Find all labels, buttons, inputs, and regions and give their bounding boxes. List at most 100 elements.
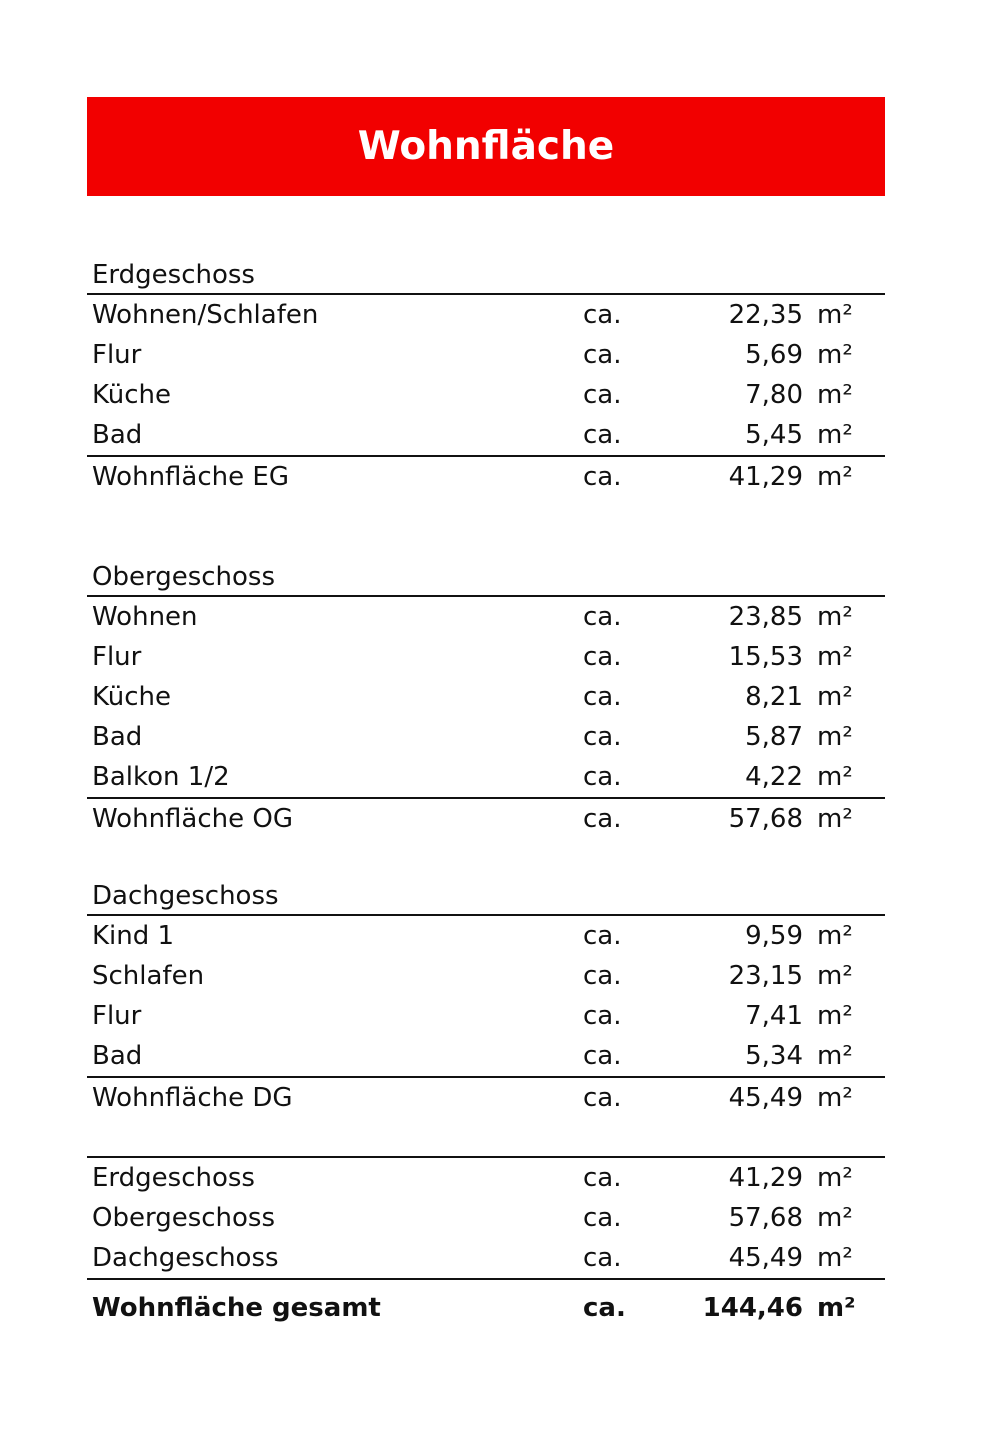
approx-prefix: ca.: [583, 762, 622, 792]
table-row: Bad ca. 5,45 m²: [87, 415, 885, 455]
table-row: Balkon 1/2 ca. 4,22 m²: [87, 757, 885, 797]
area-value: 22,35: [728, 300, 803, 330]
area-value: 23,15: [728, 961, 803, 991]
unit: m²: [817, 1243, 853, 1273]
section-title: Erdgeschoss: [87, 255, 885, 295]
area-value: 57,68: [728, 1203, 803, 1233]
table-row: Küche ca. 8,21 m²: [87, 677, 885, 717]
row-label: Wohnen/Schlafen: [92, 300, 319, 330]
row-label: Obergeschoss: [92, 562, 276, 592]
row-label: Kind 1: [92, 921, 175, 951]
unit: m²: [817, 1293, 856, 1323]
unit: m²: [817, 1001, 853, 1031]
area-value: 8,21: [745, 682, 803, 712]
area-value: 5,87: [745, 722, 803, 752]
row-label: Bad: [92, 420, 143, 450]
unit: m²: [817, 642, 853, 672]
summary-row: Obergeschoss ca. 57,68 m²: [87, 1198, 885, 1238]
unit: m²: [817, 804, 853, 834]
unit: m²: [817, 420, 853, 450]
approx-prefix: ca.: [583, 1163, 622, 1193]
approx-prefix: ca.: [583, 380, 622, 410]
table-row: Bad ca. 5,87 m²: [87, 717, 885, 757]
approx-prefix: ca.: [583, 804, 622, 834]
row-label: Wohnfläche EG: [92, 462, 289, 492]
area-value: 45,49: [728, 1243, 803, 1273]
row-label: Balkon 1/2: [92, 762, 230, 792]
section-obergeschoss: Obergeschoss Wohnen ca. 23,85 m² Flur ca. 15,53…: [87, 557, 885, 837]
area-value: 5,69: [745, 340, 803, 370]
unit: m²: [817, 1163, 853, 1193]
table-row: Kind 1 ca. 9,59 m²: [87, 916, 885, 956]
section-title: Obergeschoss: [87, 557, 885, 597]
table-row: Küche ca. 7,80 m²: [87, 375, 885, 415]
table-row: Flur ca. 5,69 m²: [87, 335, 885, 375]
unit: m²: [817, 462, 853, 492]
unit: m²: [817, 380, 853, 410]
row-label: Erdgeschoss: [92, 1163, 255, 1193]
row-label: Wohnen: [92, 602, 198, 632]
area-value: 41,29: [728, 1163, 803, 1193]
section-title: Dachgeschoss: [87, 876, 885, 916]
section-erdgeschoss: Erdgeschoss Wohnen/Schlafen ca. 22,35 m² Flur…: [87, 255, 885, 495]
area-value: 23,85: [728, 602, 803, 632]
approx-prefix: ca.: [583, 682, 622, 712]
table-row: Schlafen ca. 23,15 m²: [87, 956, 885, 996]
approx-prefix: ca.: [583, 1293, 626, 1323]
area-value: 9,59: [745, 921, 803, 951]
total-row: Wohnfläche gesamt ca. 144,46 m²: [87, 1278, 885, 1328]
section-dachgeschoss: Dachgeschoss Kind 1 ca. 9,59 m² Schlafen ca. 23…: [87, 876, 885, 1116]
approx-prefix: ca.: [583, 921, 622, 951]
approx-prefix: ca.: [583, 961, 622, 991]
area-value: 5,45: [745, 420, 803, 450]
table-row: Flur ca. 15,53 m²: [87, 637, 885, 677]
subtotal-row: Wohnfläche EG ca. 41,29 m²: [87, 455, 885, 495]
area-value: 5,34: [745, 1041, 803, 1071]
area-value: 15,53: [728, 642, 803, 672]
approx-prefix: ca.: [583, 340, 622, 370]
page-title: Wohnfläche: [357, 124, 615, 169]
approx-prefix: ca.: [583, 1203, 622, 1233]
approx-prefix: ca.: [583, 1041, 622, 1071]
summary-row: Dachgeschoss ca. 45,49 m²: [87, 1238, 885, 1278]
subtotal-row: Wohnfläche OG ca. 57,68 m²: [87, 797, 885, 837]
approx-prefix: ca.: [583, 420, 622, 450]
title-banner: Wohnfläche: [87, 97, 885, 196]
row-label: Flur: [92, 1001, 142, 1031]
area-value: 4,22: [745, 762, 803, 792]
approx-prefix: ca.: [583, 1083, 622, 1113]
approx-prefix: ca.: [583, 1243, 622, 1273]
row-label: Flur: [92, 340, 142, 370]
area-value: 45,49: [728, 1083, 803, 1113]
row-label: Küche: [92, 682, 172, 712]
row-label: Flur: [92, 642, 142, 672]
approx-prefix: ca.: [583, 642, 622, 672]
unit: m²: [817, 762, 853, 792]
row-label: Obergeschoss: [92, 1203, 276, 1233]
row-label: Dachgeschoss: [92, 1243, 279, 1273]
unit: m²: [817, 961, 853, 991]
row-label: Bad: [92, 1041, 143, 1071]
table-row: Flur ca. 7,41 m²: [87, 996, 885, 1036]
unit: m²: [817, 682, 853, 712]
area-value: 57,68: [728, 804, 803, 834]
unit: m²: [817, 602, 853, 632]
subtotal-row: Wohnfläche DG ca. 45,49 m²: [87, 1076, 885, 1116]
row-label: Wohnfläche DG: [92, 1083, 293, 1113]
unit: m²: [817, 722, 853, 752]
area-value: 144,46: [702, 1293, 803, 1323]
approx-prefix: ca.: [583, 462, 622, 492]
area-value: 7,80: [745, 380, 803, 410]
row-label: Dachgeschoss: [92, 881, 279, 911]
table-row: Wohnen/Schlafen ca. 22,35 m²: [87, 295, 885, 335]
unit: m²: [817, 1083, 853, 1113]
unit: m²: [817, 300, 853, 330]
section-summary: Erdgeschoss ca. 41,29 m² Obergeschoss ca. 57,6…: [87, 1156, 885, 1328]
unit: m²: [817, 921, 853, 951]
table-row: Wohnen ca. 23,85 m²: [87, 597, 885, 637]
summary-row: Erdgeschoss ca. 41,29 m²: [87, 1158, 885, 1198]
row-label: Küche: [92, 380, 172, 410]
area-value: 41,29: [728, 462, 803, 492]
row-label: Schlafen: [92, 961, 205, 991]
row-label: Bad: [92, 722, 143, 752]
